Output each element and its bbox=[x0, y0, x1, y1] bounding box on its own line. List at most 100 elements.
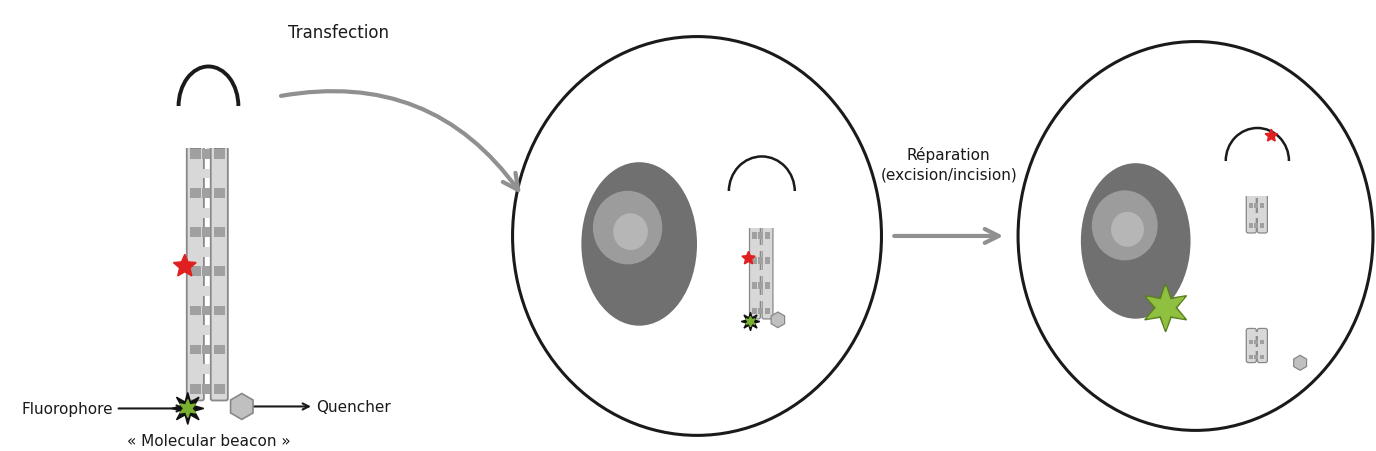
Bar bbox=[213, 267, 224, 276]
Ellipse shape bbox=[179, 67, 238, 147]
FancyBboxPatch shape bbox=[1258, 169, 1267, 234]
Bar bbox=[1255, 194, 1258, 199]
Text: « Molecular beacon »: « Molecular beacon » bbox=[127, 433, 290, 448]
Bar bbox=[1249, 355, 1254, 359]
Bar bbox=[190, 208, 201, 218]
Polygon shape bbox=[1265, 130, 1277, 142]
Bar bbox=[202, 189, 211, 198]
Bar bbox=[190, 345, 201, 354]
Bar bbox=[1260, 348, 1265, 351]
Bar bbox=[190, 384, 201, 394]
Bar bbox=[202, 208, 211, 218]
Ellipse shape bbox=[729, 157, 795, 227]
Ellipse shape bbox=[614, 214, 648, 250]
Bar bbox=[1255, 174, 1258, 179]
FancyBboxPatch shape bbox=[1258, 329, 1267, 363]
Bar bbox=[1260, 332, 1265, 336]
Bar bbox=[753, 245, 757, 252]
Ellipse shape bbox=[513, 37, 882, 435]
Bar bbox=[765, 233, 771, 239]
Ellipse shape bbox=[581, 163, 698, 326]
Polygon shape bbox=[1145, 284, 1186, 332]
Bar bbox=[213, 286, 224, 296]
Bar bbox=[202, 345, 211, 354]
Bar bbox=[758, 258, 762, 264]
Bar bbox=[753, 221, 757, 226]
Bar bbox=[1255, 332, 1258, 336]
Polygon shape bbox=[746, 317, 755, 327]
Bar bbox=[213, 150, 224, 160]
Bar bbox=[753, 283, 757, 289]
Polygon shape bbox=[173, 255, 197, 276]
Bar bbox=[202, 247, 211, 257]
Bar bbox=[213, 306, 224, 316]
Ellipse shape bbox=[1091, 191, 1157, 261]
Bar bbox=[213, 384, 224, 394]
Bar bbox=[753, 208, 757, 214]
Polygon shape bbox=[1148, 287, 1183, 329]
Bar bbox=[190, 326, 201, 335]
Bar bbox=[1249, 214, 1254, 219]
Bar bbox=[758, 221, 762, 226]
FancyBboxPatch shape bbox=[211, 143, 228, 400]
Bar bbox=[1260, 214, 1265, 219]
Ellipse shape bbox=[1110, 212, 1143, 247]
Bar bbox=[213, 345, 224, 354]
Bar bbox=[213, 326, 224, 335]
Bar bbox=[1249, 194, 1254, 199]
Bar bbox=[202, 384, 211, 394]
Bar bbox=[1249, 340, 1254, 344]
Bar bbox=[1249, 332, 1254, 336]
Bar bbox=[1255, 214, 1258, 219]
Bar bbox=[1221, 161, 1293, 196]
Bar bbox=[765, 258, 771, 264]
Bar bbox=[202, 306, 211, 316]
Bar bbox=[1255, 184, 1258, 189]
Bar bbox=[1255, 355, 1258, 359]
Bar bbox=[1260, 340, 1265, 344]
Bar bbox=[765, 221, 771, 226]
Bar bbox=[1255, 348, 1258, 351]
Bar bbox=[765, 283, 771, 289]
Bar bbox=[202, 326, 211, 335]
Bar bbox=[753, 295, 757, 302]
Bar bbox=[1260, 355, 1265, 359]
Bar bbox=[213, 169, 224, 179]
Polygon shape bbox=[172, 393, 204, 424]
Bar bbox=[758, 283, 762, 289]
FancyBboxPatch shape bbox=[1247, 169, 1256, 234]
Bar bbox=[1249, 174, 1254, 179]
Bar bbox=[758, 233, 762, 239]
Bar bbox=[1260, 204, 1265, 209]
Bar bbox=[1249, 204, 1254, 209]
FancyBboxPatch shape bbox=[762, 202, 773, 319]
Ellipse shape bbox=[1226, 129, 1289, 194]
Bar bbox=[190, 150, 201, 160]
Bar bbox=[753, 233, 757, 239]
Bar bbox=[1255, 204, 1258, 209]
Bar bbox=[1260, 174, 1265, 179]
Bar bbox=[190, 286, 201, 296]
Bar bbox=[202, 267, 211, 276]
Bar bbox=[190, 306, 201, 316]
FancyBboxPatch shape bbox=[750, 202, 761, 319]
Bar bbox=[765, 245, 771, 252]
Bar bbox=[213, 364, 224, 374]
Bar bbox=[753, 270, 757, 276]
Bar bbox=[202, 286, 211, 296]
Text: Fluorophore: Fluorophore bbox=[22, 401, 183, 416]
Text: Transfection: Transfection bbox=[288, 23, 388, 41]
Polygon shape bbox=[742, 313, 760, 331]
Bar bbox=[724, 192, 799, 229]
Bar bbox=[202, 364, 211, 374]
Text: Réparation
(excision/incision): Réparation (excision/incision) bbox=[881, 147, 1017, 182]
Bar bbox=[765, 208, 771, 214]
Bar bbox=[213, 189, 224, 198]
Bar bbox=[758, 245, 762, 252]
Bar bbox=[202, 228, 211, 238]
Ellipse shape bbox=[1018, 42, 1373, 430]
Bar bbox=[758, 208, 762, 214]
Bar bbox=[202, 150, 211, 160]
Bar bbox=[765, 295, 771, 302]
Bar bbox=[1249, 184, 1254, 189]
